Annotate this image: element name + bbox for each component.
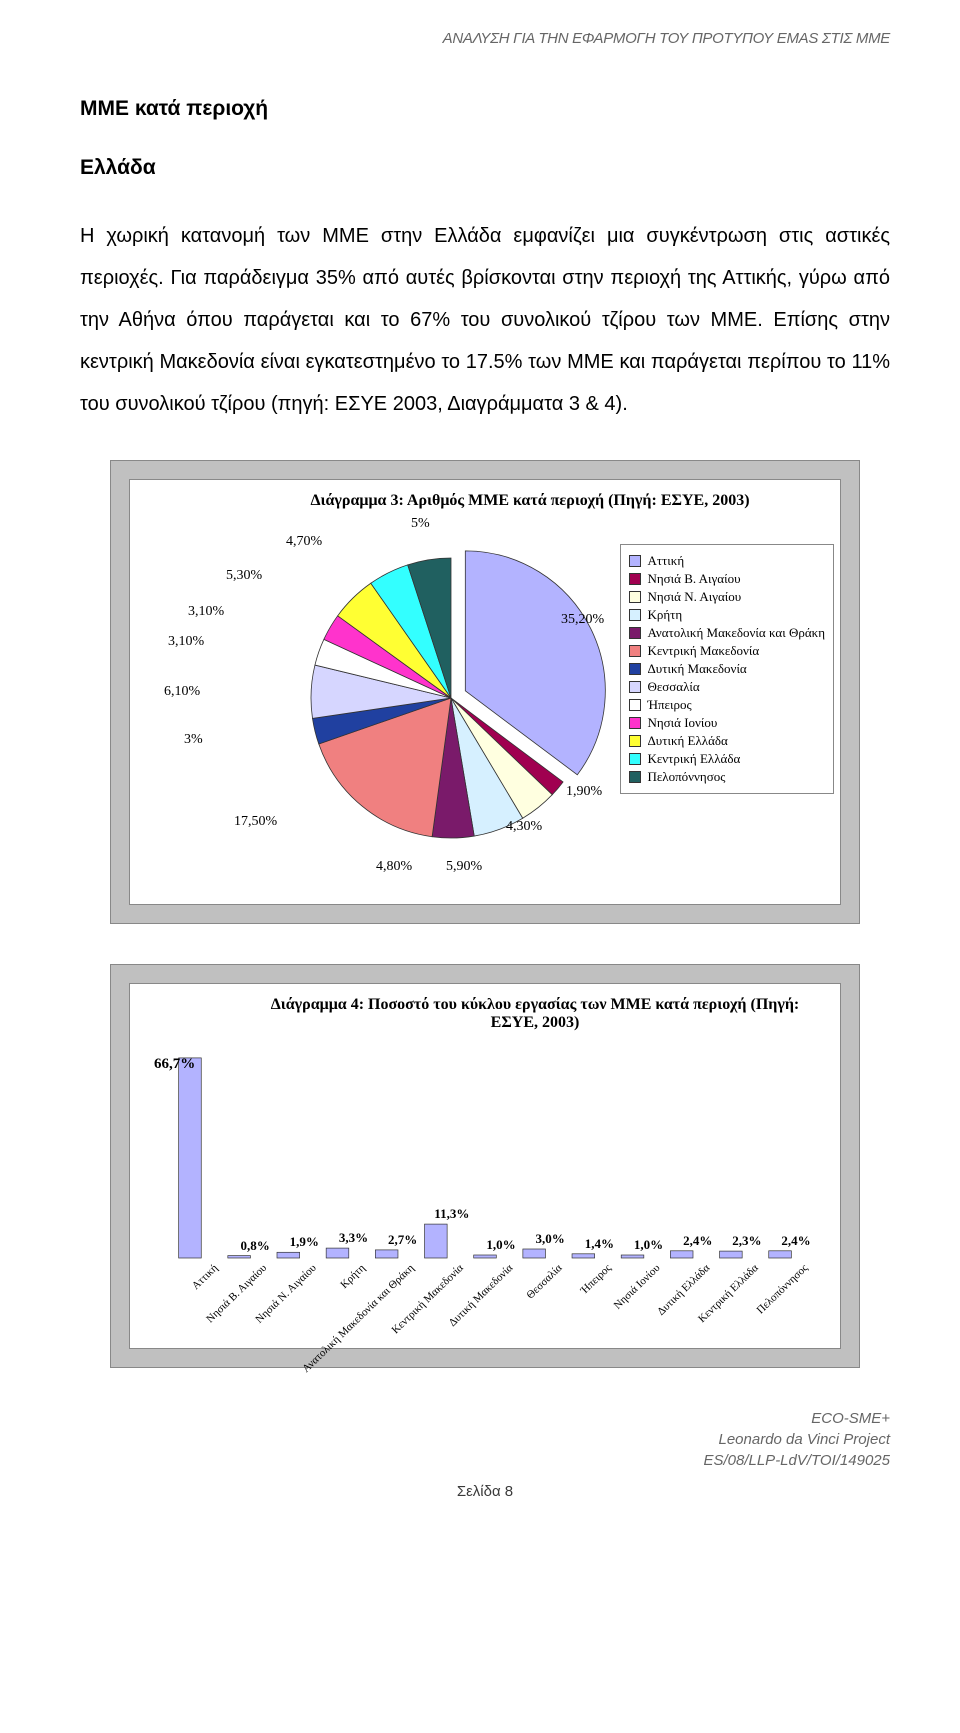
bar-value-label: 1,9% <box>290 1234 319 1250</box>
pie-slice-label: 5,90% <box>446 859 482 875</box>
legend-label: Νησιά Ιονίου <box>647 715 717 731</box>
bar <box>326 1248 349 1258</box>
pie-slice-label: 5,30% <box>226 568 262 584</box>
bar <box>523 1249 546 1258</box>
bar <box>720 1251 743 1258</box>
legend-swatch <box>629 699 641 711</box>
pie-slice-label: 4,80% <box>376 859 412 875</box>
bar-value-label: 3,0% <box>536 1231 565 1247</box>
bar-left-label: 66,7% <box>154 1056 195 1073</box>
legend-label: Ήπειρος <box>647 697 691 713</box>
legend-row: Δυτική Μακεδονία <box>629 661 825 677</box>
heading-1: ΜΜΕ κατά περιοχή <box>80 97 890 121</box>
bar-chart-area: 66,7% 0,8% 1,9% 3,3% 2,7% 11,3% 1,0% 3,0% 1,4% 1… <box>146 1038 824 1338</box>
footer-line-2: Leonardo da Vinci Project <box>80 1429 890 1450</box>
legend-row: Πελοπόννησος <box>629 769 825 785</box>
bar-category-label: Κρήτη <box>338 1262 367 1291</box>
pie-slice-label: 3,10% <box>188 604 224 620</box>
legend-swatch <box>629 645 641 657</box>
bar-value-label: 1,4% <box>585 1236 614 1252</box>
legend-swatch <box>629 609 641 621</box>
legend-label: Κεντρική Μακεδονία <box>647 643 759 659</box>
legend-swatch <box>629 735 641 747</box>
bar-value-label: 1,0% <box>634 1237 663 1253</box>
running-header: ΑΝΑΛΥΣΗ ΓΙΑ ΤΗΝ ΕΦΑΡΜΟΓΗ ΤΟΥ ΠΡΟΤΥΠΟΥ EM… <box>80 30 890 47</box>
bar-value-label: 11,3% <box>434 1206 469 1222</box>
bar <box>670 1251 693 1258</box>
pie-slice-label: 3% <box>184 732 203 748</box>
pie-svg <box>276 508 646 888</box>
legend-row: Νησιά Β. Αιγαίου <box>629 571 825 587</box>
bar <box>425 1224 448 1258</box>
bar-value-label: 1,0% <box>486 1237 515 1253</box>
legend-swatch <box>629 555 641 567</box>
pie-slice-label: 4,70% <box>286 534 322 550</box>
legend-row: Αττική <box>629 553 825 569</box>
bar-value-label: 2,7% <box>388 1232 417 1248</box>
legend-label: Ανατολική Μακεδονία και Θράκη <box>647 625 825 641</box>
pie-slice-label: 35,20% <box>561 612 604 628</box>
pie-slice-label: 3,10% <box>168 634 204 650</box>
legend-row: Θεσσαλία <box>629 679 825 695</box>
legend-swatch <box>629 753 641 765</box>
legend-label: Κρήτη <box>647 607 682 623</box>
legend-row: Νησιά Ν. Αιγαίου <box>629 589 825 605</box>
bar-chart-title: Διάγραμμα 4: Ποσοστό του κύκλου εργασίας… <box>146 996 824 1032</box>
heading-2: Ελλάδα <box>80 156 890 180</box>
legend-swatch <box>629 771 641 783</box>
pie-chart-area: 35,20% 1,90% 4,30% 5,90% 4,80% 17,50% 3% 6,10% 3… <box>146 514 824 874</box>
pie-slice-label: 5% <box>411 516 430 532</box>
pie-legend: Αττική Νησιά Β. Αιγαίου Νησιά Ν. Αιγαίου Κρ… <box>620 544 834 794</box>
legend-swatch <box>629 663 641 675</box>
legend-swatch <box>629 627 641 639</box>
legend-label: Δυτική Μακεδονία <box>647 661 746 677</box>
legend-row: Ήπειρος <box>629 697 825 713</box>
bar-category-label: Θεσσαλία <box>524 1262 564 1301</box>
pie-slice-label: 4,30% <box>506 819 542 835</box>
legend-row: Ανατολική Μακεδονία και Θράκη <box>629 625 825 641</box>
legend-label: Νησιά Β. Αιγαίου <box>647 571 740 587</box>
legend-label: Αττική <box>647 553 684 569</box>
bar <box>769 1251 792 1258</box>
legend-label: Νησιά Ν. Αιγαίου <box>647 589 741 605</box>
pie-slice-label: 17,50% <box>234 814 277 830</box>
pie-slice-label: 6,10% <box>164 684 200 700</box>
legend-row: Κρήτη <box>629 607 825 623</box>
footer-line-3: ES/08/LLP-LdV/TOI/149025 <box>80 1450 890 1471</box>
legend-row: Κεντρική Ελλάδα <box>629 751 825 767</box>
footer-line-1: ECO-SME+ <box>80 1408 890 1429</box>
bar <box>375 1250 398 1258</box>
bar-value-label: 2,4% <box>683 1233 712 1249</box>
bar-category-label: Νησιά Ιονίου <box>612 1262 663 1312</box>
bar-value-label: 2,3% <box>732 1233 761 1249</box>
bar-category-label: Πελοπόννησος <box>755 1262 811 1316</box>
legend-row: Νησιά Ιονίου <box>629 715 825 731</box>
pie-slice-label: 1,90% <box>566 784 602 800</box>
legend-row: Δυτική Ελλάδα <box>629 733 825 749</box>
legend-swatch <box>629 573 641 585</box>
legend-label: Κεντρική Ελλάδα <box>647 751 740 767</box>
bar-category-label: Ήπειρος <box>578 1262 613 1297</box>
legend-label: Δυτική Ελλάδα <box>647 733 727 749</box>
bar-value-label: 0,8% <box>241 1238 270 1254</box>
page-number: Σελίδα 8 <box>80 1483 890 1500</box>
bar <box>179 1058 202 1258</box>
footer: ECO-SME+ Leonardo da Vinci Project ES/08… <box>80 1408 890 1471</box>
legend-swatch <box>629 717 641 729</box>
legend-label: Θεσσαλία <box>647 679 699 695</box>
bar-value-label: 2,4% <box>781 1233 810 1249</box>
legend-row: Κεντρική Μακεδονία <box>629 643 825 659</box>
bar-chart-inner: Διάγραμμα 4: Ποσοστό του κύκλου εργασίας… <box>129 983 841 1349</box>
legend-swatch <box>629 591 641 603</box>
bar-category-label: Αττική <box>190 1262 221 1292</box>
legend-swatch <box>629 681 641 693</box>
bar-chart-frame: Διάγραμμα 4: Ποσοστό του κύκλου εργασίας… <box>110 964 860 1368</box>
pie-chart-frame: Διάγραμμα 3: Αριθμός ΜΜΕ κατά περιοχή (Π… <box>110 460 860 924</box>
pie-chart-inner: Διάγραμμα 3: Αριθμός ΜΜΕ κατά περιοχή (Π… <box>129 479 841 905</box>
body-paragraph: Η χωρική κατανομή των ΜΜΕ στην Ελλάδα εμ… <box>80 215 890 425</box>
bar-value-label: 3,3% <box>339 1230 368 1246</box>
legend-label: Πελοπόννησος <box>647 769 725 785</box>
bar-svg <box>146 1038 824 1268</box>
